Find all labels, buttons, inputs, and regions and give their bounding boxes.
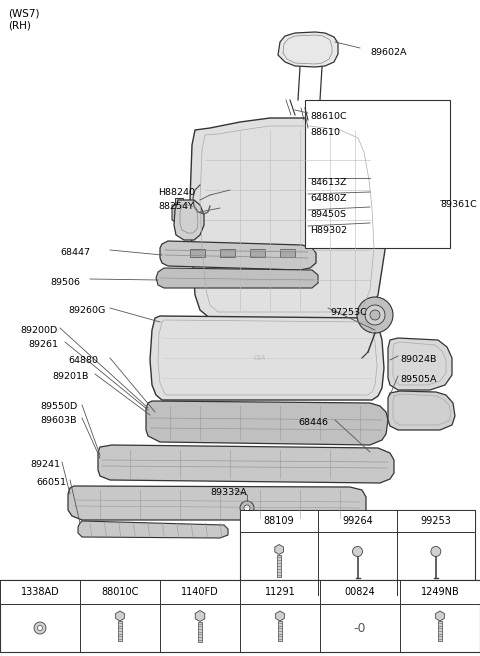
Text: 88610: 88610 <box>310 128 340 137</box>
Text: 64880Z: 64880Z <box>310 194 347 203</box>
Text: 64880: 64880 <box>68 356 98 365</box>
Text: 89506: 89506 <box>50 278 80 287</box>
Polygon shape <box>156 268 318 288</box>
Polygon shape <box>174 200 204 240</box>
Bar <box>438 621 442 641</box>
Circle shape <box>357 297 393 333</box>
Text: 89260G: 89260G <box>68 306 105 315</box>
Polygon shape <box>172 205 185 225</box>
Polygon shape <box>388 391 455 430</box>
Polygon shape <box>150 316 384 400</box>
Polygon shape <box>78 521 228 538</box>
Text: 89261: 89261 <box>28 340 58 349</box>
Circle shape <box>370 310 380 320</box>
Text: 89241: 89241 <box>30 460 60 469</box>
Text: 68446: 68446 <box>298 418 328 427</box>
Polygon shape <box>175 198 183 205</box>
Polygon shape <box>160 241 316 270</box>
Bar <box>220 249 235 257</box>
Bar <box>277 554 281 577</box>
Text: 89024B: 89024B <box>400 355 436 364</box>
Circle shape <box>34 622 46 634</box>
Text: 11291: 11291 <box>264 587 295 597</box>
Text: (RH): (RH) <box>8 20 31 30</box>
Text: 89505A: 89505A <box>400 375 436 384</box>
Text: H89302: H89302 <box>310 226 347 235</box>
Bar <box>240 510 475 595</box>
Polygon shape <box>190 118 385 320</box>
Circle shape <box>37 626 43 630</box>
Polygon shape <box>68 486 366 520</box>
Text: 89200D: 89200D <box>20 326 57 335</box>
Text: 89332A: 89332A <box>210 488 247 497</box>
Text: 88254Y: 88254Y <box>158 202 194 211</box>
Bar <box>0 580 480 604</box>
Text: 89603B: 89603B <box>40 416 76 425</box>
Text: 88109: 88109 <box>264 516 294 526</box>
Bar <box>0 580 480 652</box>
Bar <box>305 100 450 248</box>
Polygon shape <box>278 32 338 67</box>
Text: 1140FD: 1140FD <box>181 587 219 597</box>
Polygon shape <box>388 338 452 390</box>
Text: -0: -0 <box>354 621 366 634</box>
Bar <box>240 510 475 532</box>
Text: 97253C: 97253C <box>330 308 367 317</box>
Circle shape <box>240 501 254 515</box>
Text: 84613Z: 84613Z <box>310 178 347 187</box>
Text: 00824: 00824 <box>345 587 375 597</box>
Polygon shape <box>98 445 394 483</box>
Circle shape <box>431 546 441 556</box>
Circle shape <box>244 505 250 511</box>
Circle shape <box>365 305 385 325</box>
Text: 88610C: 88610C <box>310 112 347 121</box>
Bar <box>278 621 282 641</box>
Text: (WS7): (WS7) <box>8 8 39 18</box>
Text: 88010C: 88010C <box>101 587 139 597</box>
Text: 89550D: 89550D <box>40 402 77 411</box>
Text: 1338AD: 1338AD <box>21 587 60 597</box>
Text: 1249NB: 1249NB <box>420 587 459 597</box>
Circle shape <box>352 546 362 556</box>
Text: 99253: 99253 <box>420 516 451 526</box>
Text: 89361C: 89361C <box>440 200 477 209</box>
Bar <box>198 621 202 642</box>
Bar <box>118 621 122 641</box>
Bar <box>250 249 265 257</box>
Bar <box>190 249 205 257</box>
Text: 66051: 66051 <box>36 478 66 487</box>
Text: GIA: GIA <box>254 355 266 361</box>
Text: 89602A: 89602A <box>370 48 407 57</box>
Text: H88240: H88240 <box>158 188 195 197</box>
Text: 99264: 99264 <box>342 516 373 526</box>
Text: 68447: 68447 <box>60 248 90 257</box>
Polygon shape <box>146 401 388 445</box>
Text: 89201B: 89201B <box>52 372 88 381</box>
Text: 89450S: 89450S <box>310 210 346 219</box>
Bar <box>280 249 295 257</box>
